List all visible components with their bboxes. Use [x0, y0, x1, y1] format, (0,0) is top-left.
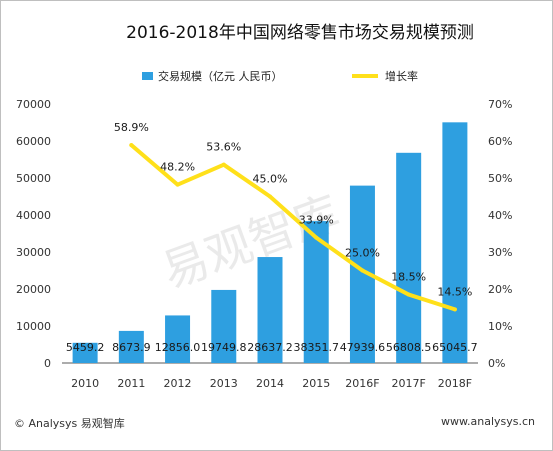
bar-value-label: 19749.8 — [201, 341, 247, 354]
y-right-tick-label: 10% — [488, 320, 512, 333]
y-left-tick-label: 0 — [44, 357, 51, 370]
x-tick-label: 2015 — [302, 377, 330, 390]
bar — [72, 342, 98, 363]
growth-rate-label: 25.0% — [345, 247, 380, 260]
bar-value-label: 65045.7 — [432, 341, 478, 354]
y-left-tick-label: 30000 — [16, 246, 51, 259]
bar-value-label: 12856.0 — [155, 341, 201, 354]
y-left-tick-label: 70000 — [16, 98, 51, 111]
x-tick-label: 2017F — [392, 377, 426, 390]
y-right-tick-label: 40% — [488, 209, 512, 222]
growth-rate-label: 18.5% — [391, 271, 426, 284]
x-tick-label: 2012 — [164, 377, 192, 390]
growth-rate-label: 14.5% — [437, 285, 472, 298]
line-point — [360, 268, 365, 273]
growth-rate-label: 53.6% — [206, 141, 241, 154]
y-right-tick-label: 70% — [488, 98, 512, 111]
legend: 交易规模（亿元 人民币） 增长率 — [142, 69, 418, 83]
bar-value-label: 5459.2 — [66, 341, 105, 354]
line-point — [452, 307, 457, 312]
line-point — [268, 194, 272, 199]
y-left-tick-label: 50000 — [16, 172, 51, 185]
growth-rate-label: 45.0% — [253, 173, 288, 186]
y-right-tick-label: 30% — [488, 246, 512, 259]
line-point — [406, 292, 411, 297]
footer-url: www.analysys.cn — [441, 415, 535, 428]
bar-value-label: 56808.5 — [386, 341, 432, 354]
data-labels: 5459.2 8673.9 12856.0 19749.8 28637.2 38351.7… — [66, 121, 478, 354]
bar-value-label: 47939.6 — [340, 341, 386, 354]
growth-line-series — [129, 143, 457, 312]
bar — [396, 152, 422, 363]
growth-rate-label: 33.9% — [299, 214, 334, 227]
x-tick-label: 2016F — [345, 377, 379, 390]
bar-value-label: 38351.7 — [293, 341, 339, 354]
growth-rate-label: 48.2% — [160, 161, 195, 174]
bar-series — [72, 122, 468, 364]
x-tick-label: 2013 — [210, 377, 238, 390]
legend-bar-label: 交易规模（亿元 人民币） — [158, 69, 283, 83]
growth-rate-label: 58.9% — [114, 121, 149, 134]
chart-title: 2016-2018年中国网络零售市场交易规模预测 — [126, 23, 474, 43]
line-point — [314, 235, 319, 240]
legend-line-label: 增长率 — [385, 69, 418, 83]
bar-value-label: 8673.9 — [112, 341, 151, 354]
y-left-tick-label: 10000 — [16, 320, 51, 333]
legend-bar-swatch — [142, 72, 153, 80]
x-tick-label: 2014 — [256, 377, 284, 390]
bar-value-label: 28637.2 — [247, 341, 293, 354]
line-point — [129, 143, 134, 148]
bar — [165, 315, 191, 363]
growth-line — [129, 143, 457, 312]
y-right-tick-label: 50% — [488, 172, 512, 185]
line-point — [221, 162, 226, 167]
bar — [257, 257, 283, 363]
y-left-tick-label: 20000 — [16, 283, 51, 296]
footer-copyright: © Analysys 易观智库 — [14, 417, 125, 430]
x-tick-label: 2010 — [71, 377, 99, 390]
y-left-tick-label: 60000 — [16, 135, 51, 148]
y-right-tick-label: 60% — [488, 135, 512, 148]
bar — [211, 289, 237, 363]
x-tick-label: 2018F — [438, 377, 472, 390]
y-left-tick-label: 40000 — [16, 209, 51, 222]
bar — [118, 330, 144, 363]
y-right-tick-label: 0% — [488, 357, 505, 370]
line-point — [175, 182, 180, 187]
x-tick-label: 2011 — [117, 377, 145, 390]
bar — [442, 122, 468, 364]
axes: 0 10000 20000 30000 40000 50000 60000 70000 0% 10… — [16, 98, 512, 390]
y-right-tick-label: 20% — [488, 283, 512, 296]
